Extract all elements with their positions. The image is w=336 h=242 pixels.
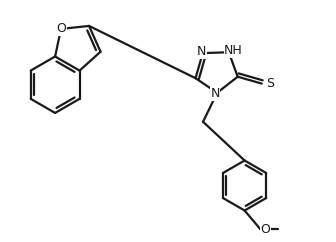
Text: N: N [210,87,220,100]
Text: S: S [266,77,275,90]
Text: N: N [197,45,206,58]
Text: O: O [261,223,270,236]
Text: NH: NH [224,44,243,57]
Text: O: O [56,23,66,35]
